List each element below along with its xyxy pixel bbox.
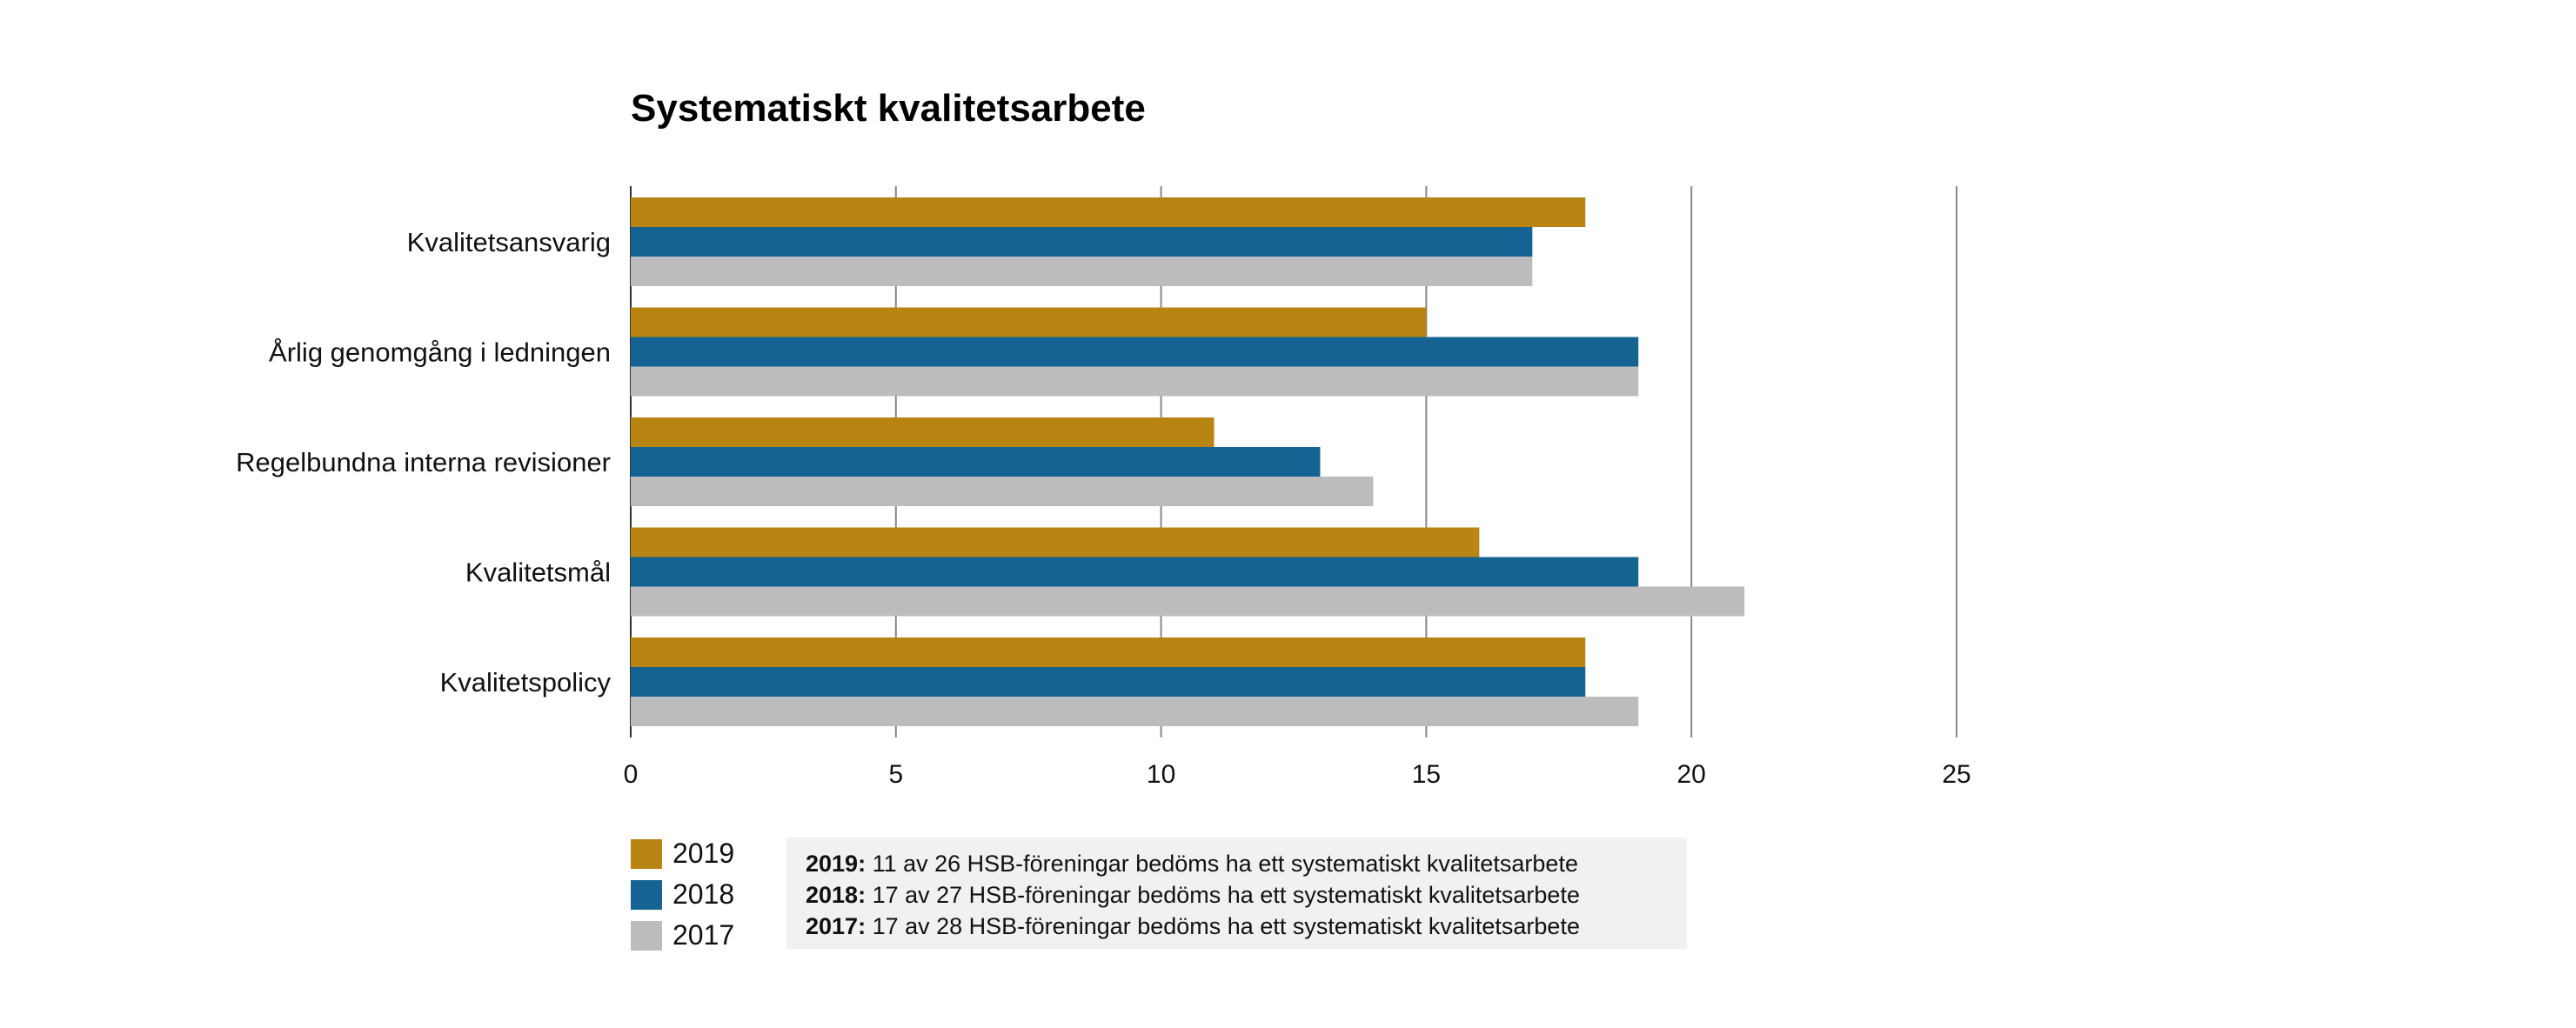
bar-2019 <box>631 307 1427 337</box>
legend-item-2018: 2018 <box>631 878 734 911</box>
bar-2017 <box>631 366 1639 397</box>
legend-swatch <box>631 879 662 910</box>
bar-2017 <box>631 586 1745 617</box>
category-label: Regelbundna interna revisioner <box>236 447 611 477</box>
legend-label: 2017 <box>672 919 735 951</box>
category-label: Kvalitetspolicy <box>440 667 612 698</box>
note-box: 2019: 11 av 26 HSB-föreningar bedöms ha … <box>786 838 1687 949</box>
note-line-2019: 2019: 11 av 26 HSB-föreningar bedöms ha … <box>806 848 1687 879</box>
category-label: Kvalitetsmål <box>465 557 611 588</box>
legend-swatch <box>631 920 662 951</box>
bar-2019 <box>631 197 1586 227</box>
bar-2019 <box>631 637 1586 667</box>
x-tick-label: 10 <box>1147 760 1175 789</box>
bar-2018 <box>631 667 1586 697</box>
legend-label: 2019 <box>672 838 735 869</box>
note-text: 17 av 28 HSB-föreningar bedöms ha ett sy… <box>866 913 1580 939</box>
x-tick-label: 0 <box>624 760 639 789</box>
x-tick-label: 25 <box>1942 760 1970 789</box>
note-line-2017: 2017: 17 av 28 HSB-föreningar bedöms ha … <box>806 911 1687 942</box>
bar-2019 <box>631 527 1480 557</box>
legend-item-2017: 2017 <box>631 919 734 951</box>
x-tick-label: 20 <box>1677 760 1706 789</box>
bar-2017 <box>631 477 1374 506</box>
note-line-2018: 2018: 17 av 27 HSB-föreningar bedöms ha … <box>806 879 1687 911</box>
chart-title: Systematiskt kvalitetsarbete <box>631 87 1146 130</box>
x-tick-label: 15 <box>1412 760 1441 789</box>
note-text: 17 av 27 HSB-föreningar bedöms ha ett sy… <box>866 882 1580 908</box>
bar-2017 <box>631 257 1533 286</box>
bar-2018 <box>631 557 1639 587</box>
category-label: Kvalitetsansvarig <box>407 227 611 257</box>
bar-2017 <box>631 697 1639 726</box>
bar-2018 <box>631 227 1533 257</box>
bar-2018 <box>631 447 1321 477</box>
legend-label: 2018 <box>672 878 735 910</box>
note-text: 11 av 26 HSB-föreningar bedöms ha ett sy… <box>866 851 1578 877</box>
note-year: 2018: <box>806 882 866 908</box>
bar-2019 <box>631 417 1214 447</box>
legend-item-2019: 2019 <box>631 838 734 870</box>
x-tick-label: 5 <box>888 760 903 789</box>
legend-swatch <box>631 838 662 869</box>
category-label: Årlig genomgång i ledningen <box>269 337 611 368</box>
note-year: 2019: <box>806 851 866 877</box>
note-year: 2017: <box>806 913 866 939</box>
bar-2018 <box>631 337 1639 367</box>
